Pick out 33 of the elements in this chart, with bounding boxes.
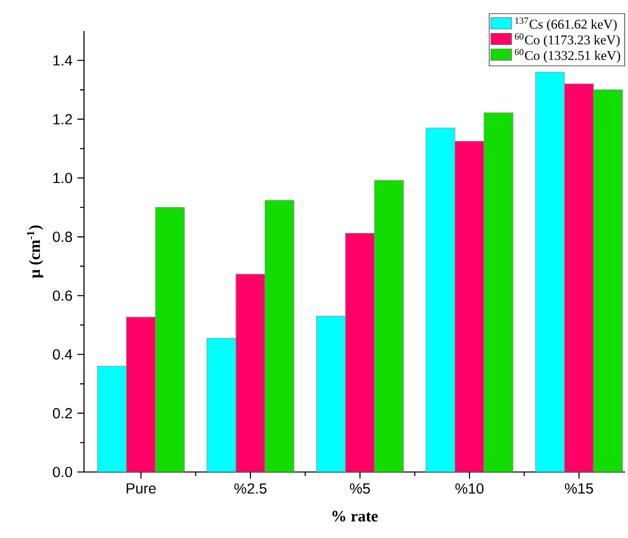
x-axis-title: % rate (332, 510, 378, 522)
bar (316, 316, 346, 472)
text: μ (cm$^{-1}$) (27, 225, 44, 278)
bar (345, 233, 375, 472)
x-tick-label: %2.5 (234, 483, 266, 494)
y-tick-label: 0.2 (52, 408, 72, 418)
bar (264, 200, 294, 472)
y-tick-label: 1.0 (53, 172, 72, 184)
x-tick-label: %10 (455, 483, 484, 494)
bar (535, 72, 565, 472)
legend-label: $^{60}$Co (1332.51 keV) (514, 48, 620, 63)
x-tick-label: %5 (350, 483, 370, 494)
legend-label: $^{60}$Co (1173.23 keV) (514, 33, 620, 48)
y-tick-label: 0.8 (52, 232, 72, 242)
bar (126, 316, 156, 472)
bar (155, 207, 185, 472)
bar (484, 112, 514, 472)
y-tick-label: 1.4 (53, 55, 72, 66)
bar (206, 338, 236, 472)
bar (564, 84, 594, 472)
x-tick-label: Pure (126, 483, 156, 494)
x-tick-label: %15 (564, 483, 593, 494)
bar (454, 140, 484, 472)
bar (97, 366, 127, 472)
y-tick-label: 1.2 (53, 114, 72, 124)
bar (426, 128, 456, 472)
bar (236, 274, 266, 472)
y-tick-label: 0.0 (52, 466, 72, 478)
y-tick-label: 0.4 (52, 349, 72, 360)
bar (374, 180, 404, 472)
legend-label: $^{137}$Cs (661.62 keV) (515, 18, 617, 32)
y-tick-label: 0.6 (52, 290, 72, 301)
bar (593, 90, 623, 472)
